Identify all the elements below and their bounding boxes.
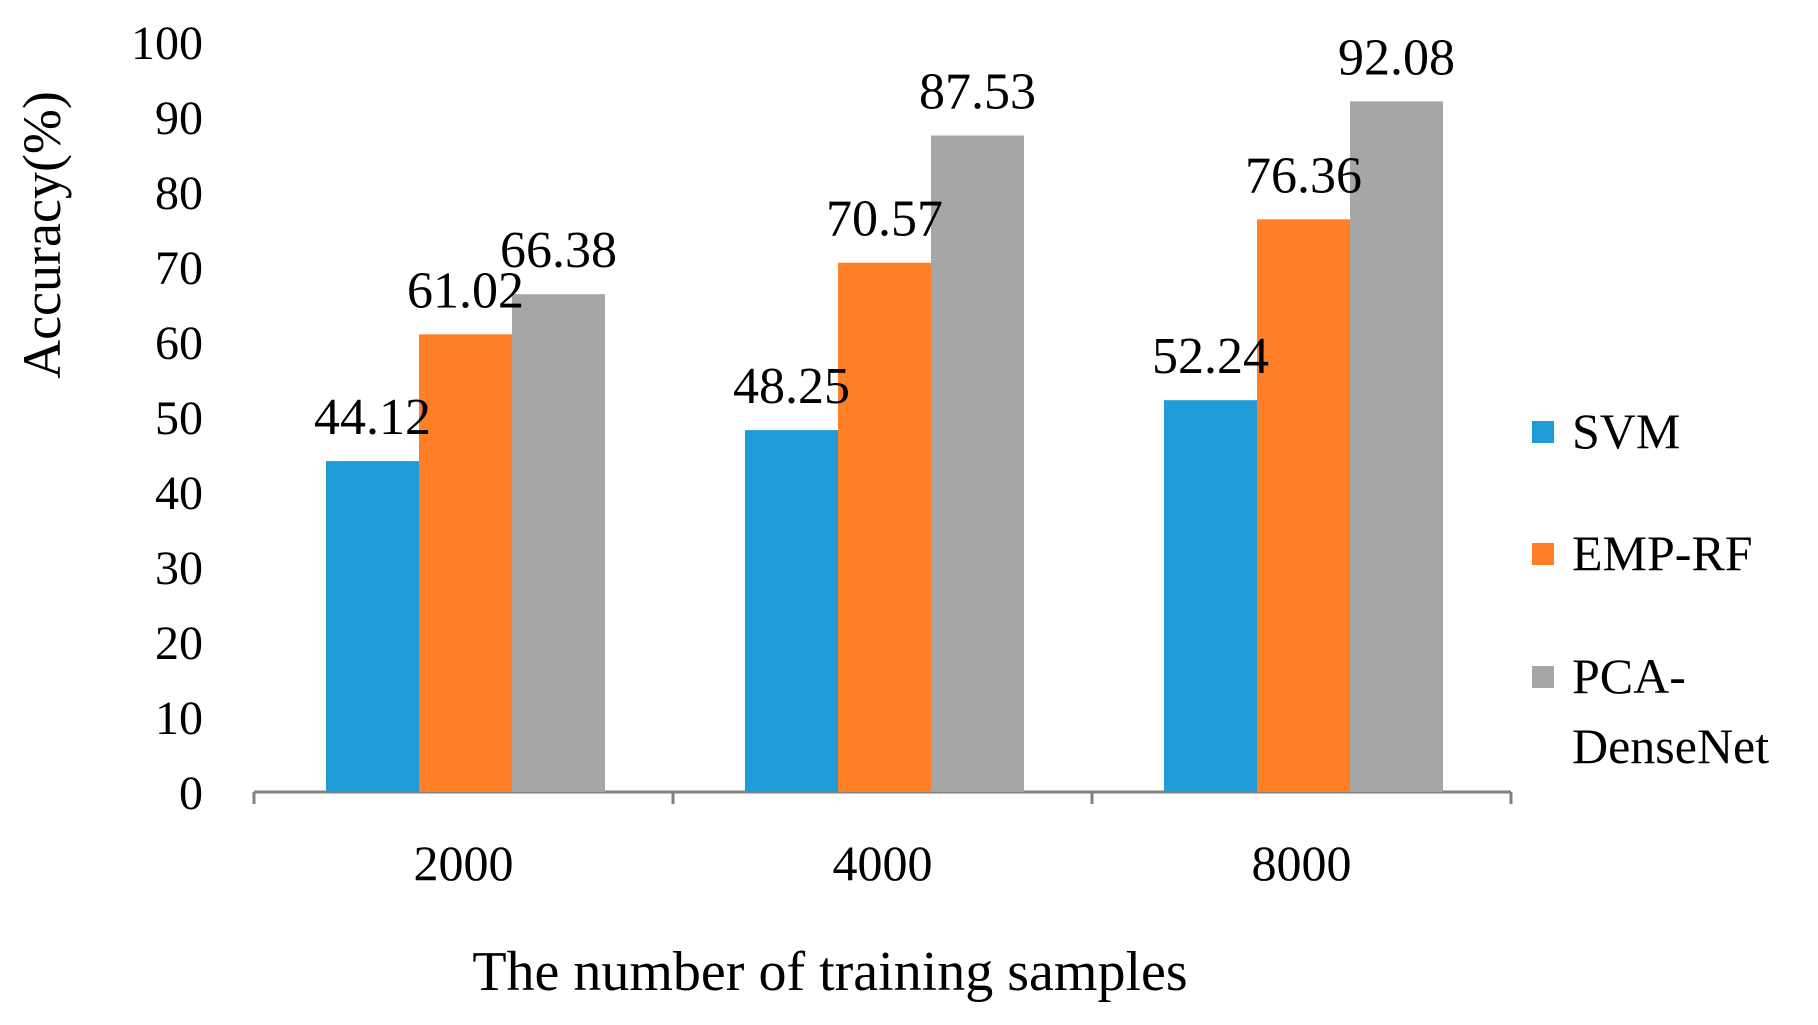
bar-pca-densenet-2000 (512, 294, 605, 792)
y-tick-label: 100 (131, 17, 203, 70)
legend-label: PCA- (1572, 648, 1686, 704)
data-label: 48.25 (733, 358, 850, 415)
data-label: 87.53 (919, 64, 1036, 121)
bar-pca-densenet-8000 (1350, 101, 1443, 792)
x-tick-label: 8000 (1252, 835, 1352, 891)
bars (326, 101, 1443, 793)
bar-svm-8000 (1164, 400, 1257, 792)
bar-emp-rf-4000 (838, 262, 931, 793)
y-tick-label: 70 (155, 242, 203, 295)
y-tick-label: 40 (155, 467, 203, 520)
legend-label: SVM (1572, 403, 1680, 459)
legend-label: EMP-RF (1572, 525, 1753, 581)
y-tick-label: 10 (155, 692, 203, 745)
data-label: 92.08 (1338, 29, 1455, 86)
y-tick-label: 20 (155, 617, 203, 670)
bar-emp-rf-8000 (1257, 219, 1350, 793)
bar-svm-4000 (745, 430, 838, 792)
legend: SVM EMP-RF PCA- DenseNet (1532, 403, 1769, 774)
x-axis-title: The number of training samples (472, 941, 1187, 1003)
bar-pca-densenet-4000 (931, 135, 1024, 792)
legend-swatch-emp-rf (1532, 543, 1554, 565)
legend-label: DenseNet (1572, 718, 1769, 774)
bar-svm-2000 (326, 461, 419, 792)
y-tick-label: 80 (155, 167, 203, 220)
y-axis-tick-labels: 0 10 20 30 40 50 60 70 80 90 100 (131, 17, 203, 820)
bar-emp-rf-2000 (419, 334, 512, 792)
axes (252, 790, 1513, 804)
data-label: 66.38 (500, 222, 617, 279)
y-tick-label: 50 (155, 392, 203, 445)
x-tick-label: 2000 (414, 835, 514, 891)
x-axis-tick-labels: 2000 4000 8000 (414, 835, 1352, 891)
y-tick-label: 30 (155, 542, 203, 595)
x-axis-ticks (252, 792, 1513, 804)
y-tick-label: 0 (179, 767, 203, 820)
data-label: 61.02 (407, 262, 524, 319)
data-label: 70.57 (826, 191, 943, 248)
data-label: 52.24 (1152, 328, 1269, 385)
y-tick-label: 90 (155, 92, 203, 145)
y-axis-title: Accuracy(%) (12, 91, 72, 379)
y-tick-label: 60 (155, 317, 203, 370)
data-label: 44.12 (314, 389, 431, 446)
data-label: 76.36 (1245, 147, 1362, 204)
legend-swatch-svm (1532, 421, 1554, 443)
x-tick-label: 4000 (833, 835, 933, 891)
legend-swatch-pca-densenet (1532, 666, 1554, 688)
